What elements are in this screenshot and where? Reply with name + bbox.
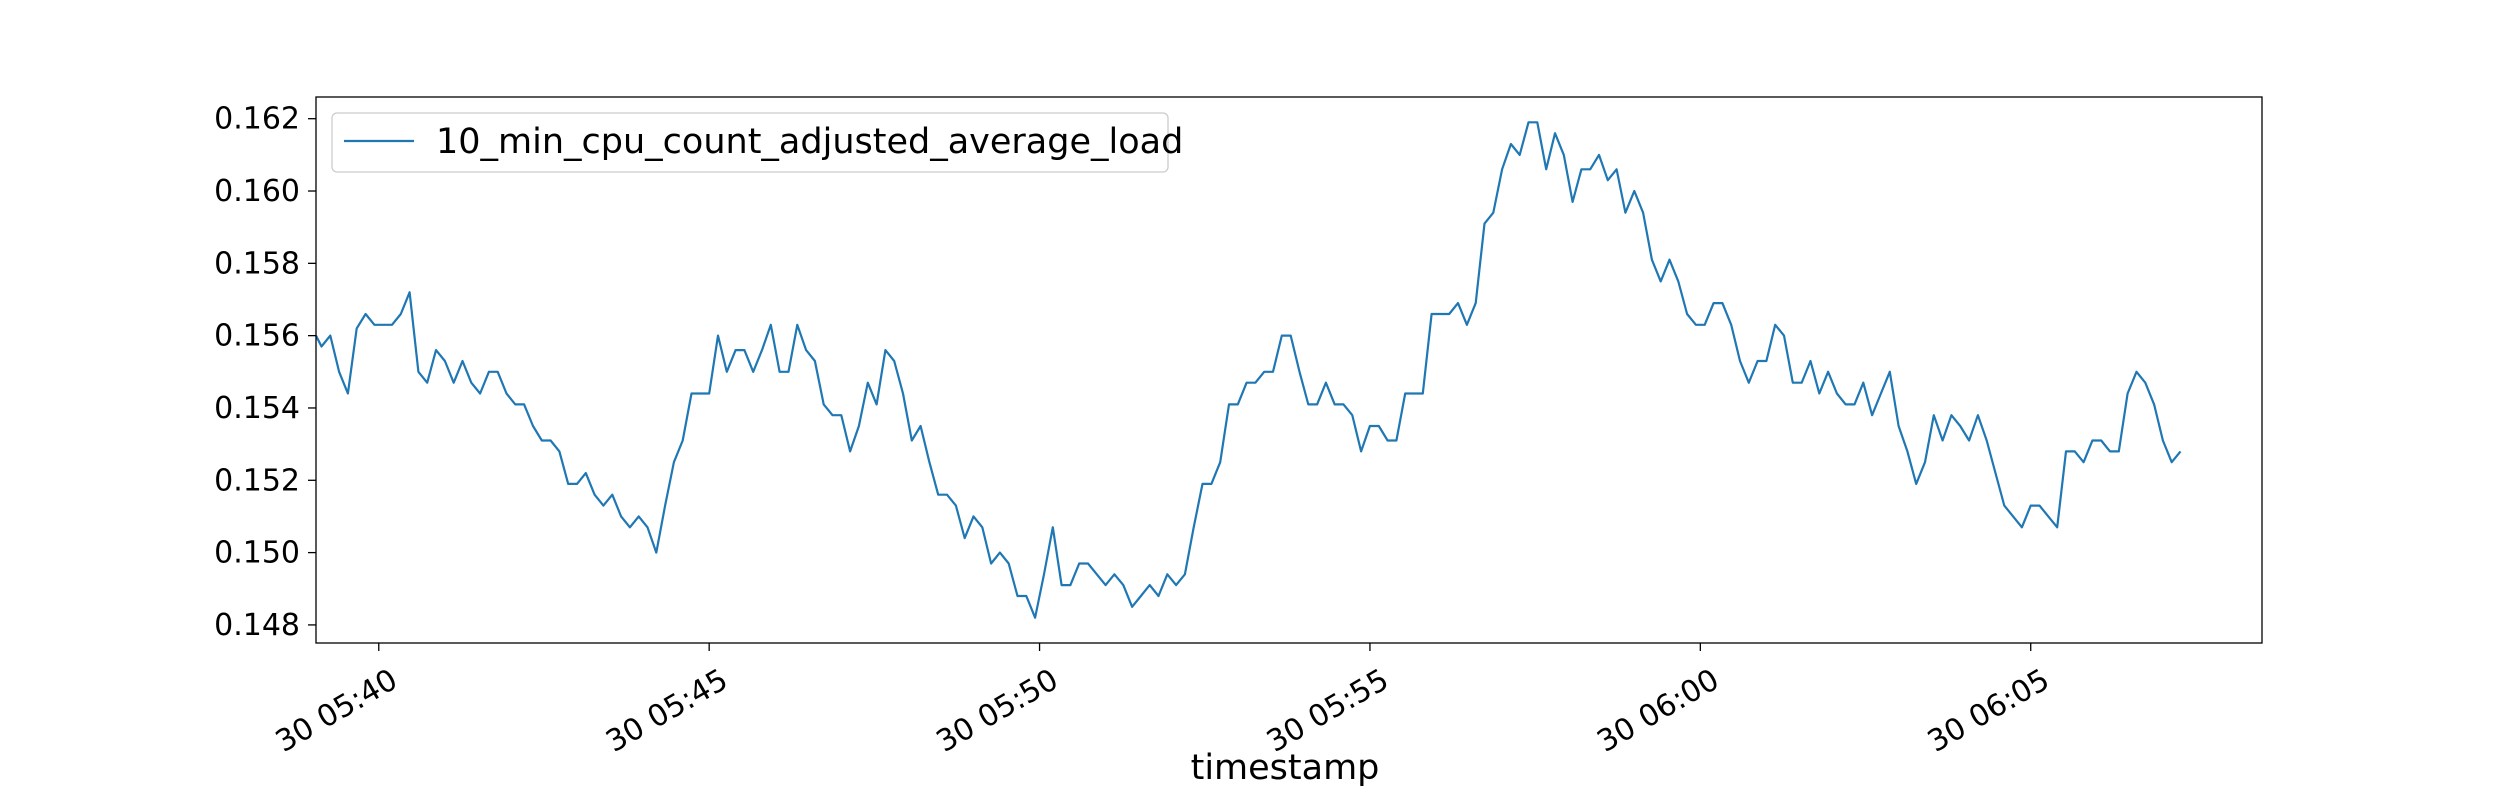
y-tick-label: 0.156 xyxy=(214,319,300,354)
y-tick-label: 0.150 xyxy=(214,536,300,571)
x-tick-label: 30 06:05 xyxy=(1922,662,2056,759)
x-tick-label: 30 06:00 xyxy=(1591,662,1725,759)
x-tick-label: 30 05:40 xyxy=(270,662,404,759)
y-tick-label: 0.152 xyxy=(214,463,300,498)
legend-box xyxy=(331,112,1169,173)
y-tick-label: 0.158 xyxy=(214,246,300,281)
y-tick-label: 0.148 xyxy=(214,608,300,643)
x-tick-label: 30 05:55 xyxy=(1261,662,1395,759)
plot-area xyxy=(316,97,2262,643)
legend: 10_min_cpu_count_adjusted_average_load xyxy=(331,112,1183,173)
series-line-10-min-cpu-count-adjusted-average-load xyxy=(315,121,2182,619)
plot-frame xyxy=(315,96,2263,644)
x-tick-label: 30 05:50 xyxy=(931,662,1065,759)
x-tick-label: 30 05:45 xyxy=(600,662,734,759)
y-tick-label: 0.160 xyxy=(214,174,300,209)
legend-label: 10_min_cpu_count_adjusted_average_load xyxy=(436,122,1183,162)
x-axis-title: timestamp xyxy=(1191,748,1380,788)
y-tick-label: 0.162 xyxy=(214,102,300,137)
y-tick-label: 0.154 xyxy=(214,391,300,426)
x-axis: 30 05:40 30 05:45 30 05:50 30 05:55 30 06:00… xyxy=(270,643,2056,760)
y-axis: 0.148 0.150 0.152 0.154 0.156 0.158 0.160 0.162 xyxy=(214,102,316,643)
